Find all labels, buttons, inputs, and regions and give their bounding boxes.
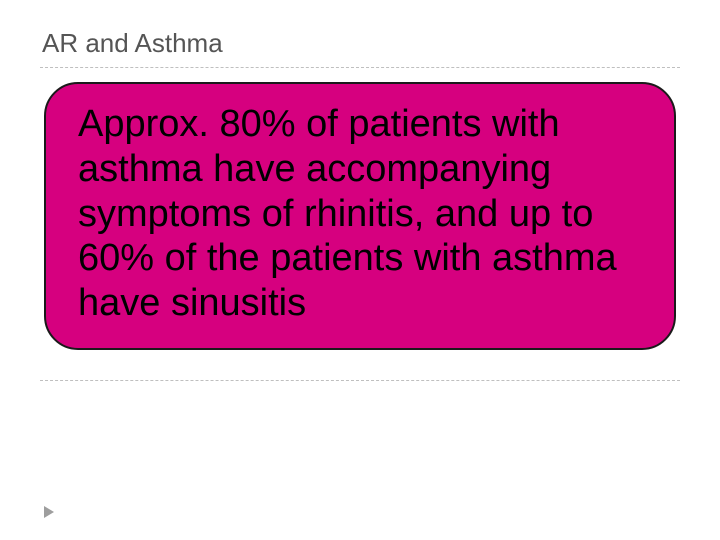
divider-top [40, 67, 680, 68]
divider-bottom [40, 380, 680, 381]
slide-title: AR and Asthma [40, 28, 680, 65]
callout-text: Approx. 80% of patients with asthma have… [78, 102, 646, 326]
callout-box: Approx. 80% of patients with asthma have… [44, 82, 676, 350]
slide-container: AR and Asthma Approx. 80% of patients wi… [0, 0, 720, 540]
bullet-marker-icon [44, 506, 54, 518]
